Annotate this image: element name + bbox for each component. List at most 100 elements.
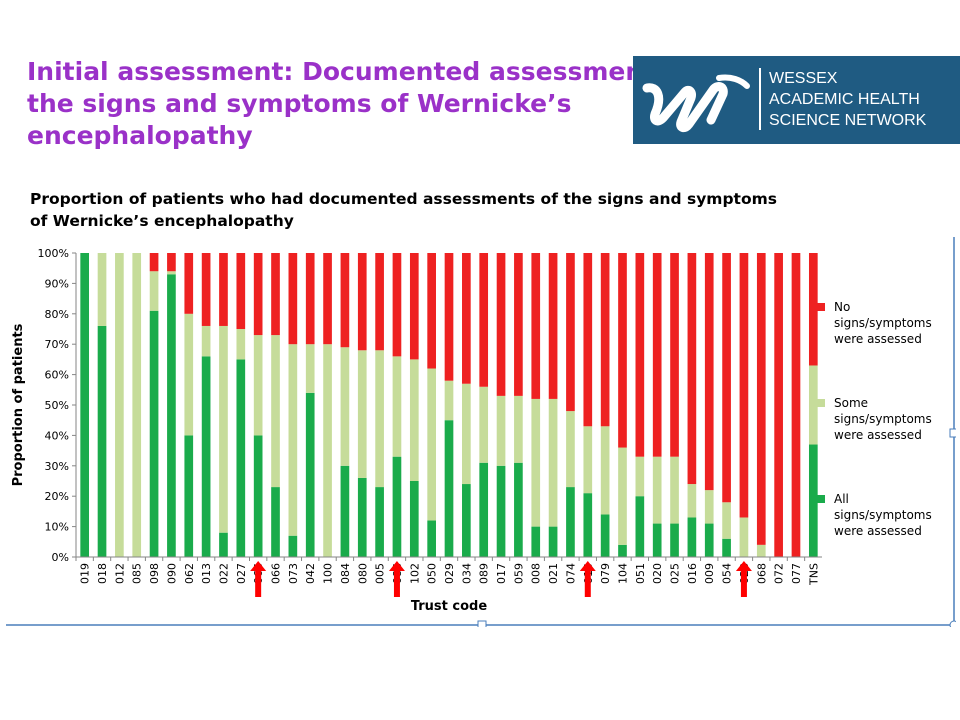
resize-handle-corner[interactable] [949, 620, 956, 627]
bar-segment-some-35 [687, 484, 697, 518]
bar-segment-some-11 [271, 335, 280, 488]
bar-segment-all-6 [184, 435, 194, 557]
wessex-w-logo-icon [642, 74, 750, 133]
bar-segment-none-12 [288, 253, 298, 345]
bar-segment-some-37 [722, 502, 731, 539]
x-tick-label: 102 [408, 563, 421, 584]
y-tick-label: 20% [45, 490, 69, 503]
bar-segment-all-8 [219, 532, 228, 557]
y-tick-label: 70% [45, 338, 69, 351]
bar-segment-some-3 [132, 253, 142, 557]
title-line-3: encephalopathy [27, 121, 253, 150]
x-tick-label: 018 [96, 563, 109, 584]
x-tick-label: 051 [634, 563, 647, 584]
bar-segment-all-7 [201, 356, 211, 557]
bar-segment-none-33 [652, 253, 662, 457]
bar-segment-some-36 [704, 490, 714, 524]
legend-label: Some [834, 396, 868, 410]
bar-segment-all-5 [167, 274, 176, 557]
x-tick-label: 019 [79, 563, 92, 584]
bar-segment-some-6 [184, 313, 194, 436]
x-tick-label: 104 [616, 563, 629, 584]
bar-segment-none-36 [704, 253, 714, 491]
y-axis-title: Proportion of patients [11, 323, 26, 486]
x-tick-label: 079 [599, 563, 612, 584]
bar-segment-some-13 [305, 344, 315, 393]
bar-segment-none-35 [687, 253, 697, 485]
x-tick-label: 009 [703, 563, 716, 584]
legend-label: All [834, 492, 849, 506]
x-tick-label: 022 [217, 563, 230, 584]
y-tick-label: 30% [45, 460, 69, 473]
title-line-1: Initial assessment: Documented assessmen… [27, 57, 720, 86]
bar-segment-some-34 [670, 456, 679, 524]
bar-segment-none-10 [253, 253, 263, 336]
bar-segment-all-10 [253, 435, 263, 557]
bar-segment-none-18 [392, 253, 402, 357]
bar-segment-none-37 [722, 253, 731, 503]
legend-label: signs/symptoms [834, 316, 932, 330]
bar-segment-all-11 [271, 487, 280, 557]
bar-segment-none-7 [201, 253, 211, 326]
resize-handle-right[interactable] [949, 428, 956, 438]
logo-text: WESSEX ACADEMIC HEALTH SCIENCE NETWORK [769, 68, 926, 131]
bar-segment-some-2 [115, 253, 124, 557]
bar-segment-none-17 [375, 253, 384, 351]
bar-segment-all-28 [566, 487, 575, 557]
bar-segment-none-29 [583, 253, 593, 427]
bar-segment-some-18 [392, 356, 402, 457]
bar-segment-all-19 [409, 481, 419, 557]
x-tick-label: 100 [322, 563, 335, 584]
bar-segment-none-42 [808, 253, 818, 366]
bar-segment-all-4 [149, 310, 159, 557]
chart-frame: 0% 10% 20% 30% 40% 50% 60% 70% 80% 90% 100% 019 018… [6, 237, 956, 627]
x-tick-label: 089 [478, 563, 491, 584]
bar-segment-some-30 [600, 426, 610, 515]
bar-segment-none-21 [444, 253, 454, 381]
x-tick-label: 012 [113, 563, 126, 584]
resize-handle-bottom[interactable] [477, 620, 487, 627]
subtitle-line-2: of Wernicke’s encephalopathy [30, 212, 294, 230]
bar-segment-some-32 [635, 456, 645, 497]
logo-divider [759, 68, 761, 130]
x-tick-label: 077 [790, 563, 803, 584]
bar-segment-none-13 [305, 253, 315, 345]
title-line-2: the signs and symptoms of Wernicke’s [27, 89, 572, 118]
chart-subtitle: Proportion of patients who had documente… [30, 188, 940, 232]
bar-segment-some-33 [652, 456, 662, 524]
logo-line-1: WESSEX [769, 70, 838, 87]
bar-segment-all-30 [600, 514, 610, 557]
x-tick-label: 090 [165, 563, 178, 584]
bar-segment-none-23 [479, 253, 489, 387]
legend-label: were assessed [834, 332, 922, 346]
x-tick-label: 072 [773, 563, 786, 584]
bar-segment-none-30 [600, 253, 610, 427]
x-tick-label: 017 [495, 563, 508, 584]
x-tick-label: 062 [183, 563, 196, 584]
bar-segment-some-22 [462, 383, 471, 485]
bar-segment-some-7 [201, 325, 211, 357]
bar-segment-none-40 [774, 253, 783, 557]
bar-segment-none-39 [756, 253, 766, 545]
bar-segment-none-27 [548, 253, 558, 399]
x-tick-label: 034 [460, 563, 473, 584]
y-tick-label: 100% [38, 247, 69, 260]
x-tick-label: 068 [755, 563, 768, 584]
bar-segment-all-22 [462, 484, 471, 557]
x-tick-label: 054 [721, 563, 734, 584]
bar-segment-some-8 [219, 325, 228, 533]
x-tick-label: 021 [547, 563, 560, 584]
logo-line-2: ACADEMIC HEALTH [769, 91, 920, 108]
x-tick-label: 016 [686, 563, 699, 584]
bar-segment-all-32 [635, 496, 645, 557]
bar-segment-all-31 [618, 544, 627, 557]
bar-segment-none-41 [791, 253, 801, 557]
bar-segment-some-28 [566, 411, 575, 488]
bar-segment-all-42 [808, 444, 818, 557]
bar-segment-none-34 [670, 253, 679, 457]
bar-segment-all-23 [479, 462, 489, 557]
y-tick-label: 40% [45, 429, 69, 442]
bar-segment-all-18 [392, 456, 402, 557]
x-tick-label: 085 [131, 563, 144, 584]
logo-line-3: SCIENCE NETWORK [769, 112, 927, 129]
